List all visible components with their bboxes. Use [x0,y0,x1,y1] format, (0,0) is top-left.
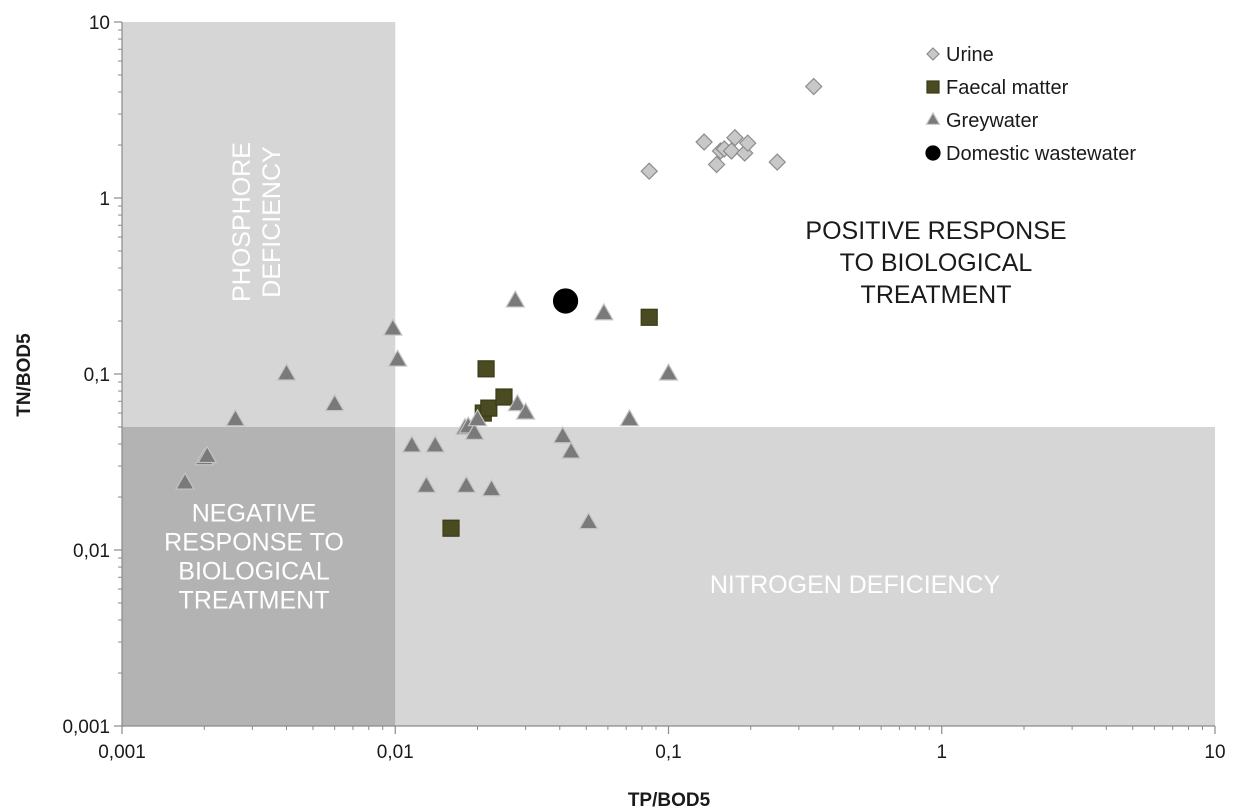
region-label-line: POSITIVE RESPONSE [805,217,1066,245]
data-points [174,77,823,537]
axes: 0,001 0,01 0,1 1 10 0,001 0,01 0,1 1 10 [62,13,1225,763]
point-triangle [552,425,573,444]
region-phosphore-deficiency [122,22,396,427]
legend-item: Domestic wastewater [925,143,1136,165]
point-triangle [658,363,679,381]
region-label-positive-response: POSITIVE RESPONSE TO BIOLOGICAL TREATMENT [805,217,1066,309]
point-triangle [425,434,446,453]
point-triangle [225,408,246,427]
deficiency-regions [122,22,1215,726]
point-triangle [382,318,403,336]
y-tick-label: 0,1 [84,365,110,386]
point-triangle [276,363,297,381]
legend-label: Faecal matter [946,77,1069,99]
x-tick-label: 10 [1204,742,1225,763]
point-square [442,519,460,537]
point-triangle [481,478,502,497]
point-triangle [197,445,218,464]
x-tick-label: 0,1 [655,742,681,763]
point-triangle [416,475,437,493]
region-label-line: DEFICIENCY [258,146,286,298]
legend: Urine Faecal matter Greywater Domestic wast… [925,44,1136,165]
point-diamond [804,77,823,96]
point-triangle [505,289,526,308]
series-urine [640,77,823,181]
point-triangle [387,349,408,367]
point-diamond [768,153,787,171]
point-diamond [722,142,741,160]
region-label-line: TREATMENT [179,587,330,615]
point-triangle [515,402,536,420]
legend-marker-triangle [925,111,941,125]
legend-label: Greywater [946,110,1039,132]
point-triangle [578,511,599,530]
point-triangle [467,408,488,427]
point-diamond [640,162,659,181]
legend-marker-square [926,80,940,94]
point-diamond [707,155,726,174]
point-square [640,308,658,326]
point-triangle [174,472,196,490]
region-label-line: BIOLOGICAL [178,558,330,586]
point-diamond [695,133,713,151]
region-label-line: TO BIOLOGICAL [840,249,1033,277]
region-label-negative-response: NEGATIVE RESPONSE TO BIOLOGICAL TREATMENT [164,500,344,615]
legend-item: Faecal matter [926,77,1069,99]
x-tick-label: 1 [936,742,947,763]
point-square [477,360,495,378]
point-triangle [456,475,477,493]
y-tick-label: 0,001 [62,717,110,738]
y-tick-label: 0,01 [73,541,110,562]
region-label-line: TREATMENT [861,281,1012,309]
region-labels: PHOSPHOREDEFICIENCY NITROGEN DEFICIENCY NE… [164,142,1066,614]
point-square [495,388,513,406]
series-faecal-matter [442,308,658,537]
x-axis-title: TP/BOD5 [628,790,711,809]
point-diamond [726,128,744,147]
point-triangle [561,441,582,459]
legend-item: Urine [926,44,994,66]
series-greywater [174,289,679,530]
point-triangle [324,393,345,412]
legend-label: Domestic wastewater [946,143,1136,165]
region-label-line: PHOSPHORE [228,142,256,302]
region-nitrogen-deficiency [395,426,1215,726]
y-tick-label: 10 [89,13,110,34]
x-tick-label: 0,01 [377,742,414,763]
legend-marker-diamond [926,47,940,61]
y-axis-title: TN/BOD5 [14,333,35,417]
y-tick-label: 1 [99,189,110,210]
legend-label: Urine [946,44,994,66]
region-negative-response [122,426,396,726]
point-diamond [738,134,757,152]
region-label-line: RESPONSE TO [164,529,344,557]
legend-marker-circle [925,145,941,161]
x-tick-label: 0,001 [98,742,146,763]
point-triangle [401,434,422,453]
legend-item: Greywater [925,110,1039,132]
point-triangle [593,302,614,321]
point-triangle [619,408,640,427]
series-domestic-wastewater [552,288,579,314]
point-circle [552,288,579,314]
point-square [480,399,498,417]
point-triangle [507,393,528,412]
region-label-nitrogen-deficiency: NITROGEN DEFICIENCY [710,571,1001,599]
region-label-phosphore-deficiency: PHOSPHOREDEFICIENCY [228,142,286,302]
region-label-line: NITROGEN DEFICIENCY [710,571,1001,599]
point-triangle [464,422,485,440]
region-label-line: NEGATIVE [192,500,317,528]
